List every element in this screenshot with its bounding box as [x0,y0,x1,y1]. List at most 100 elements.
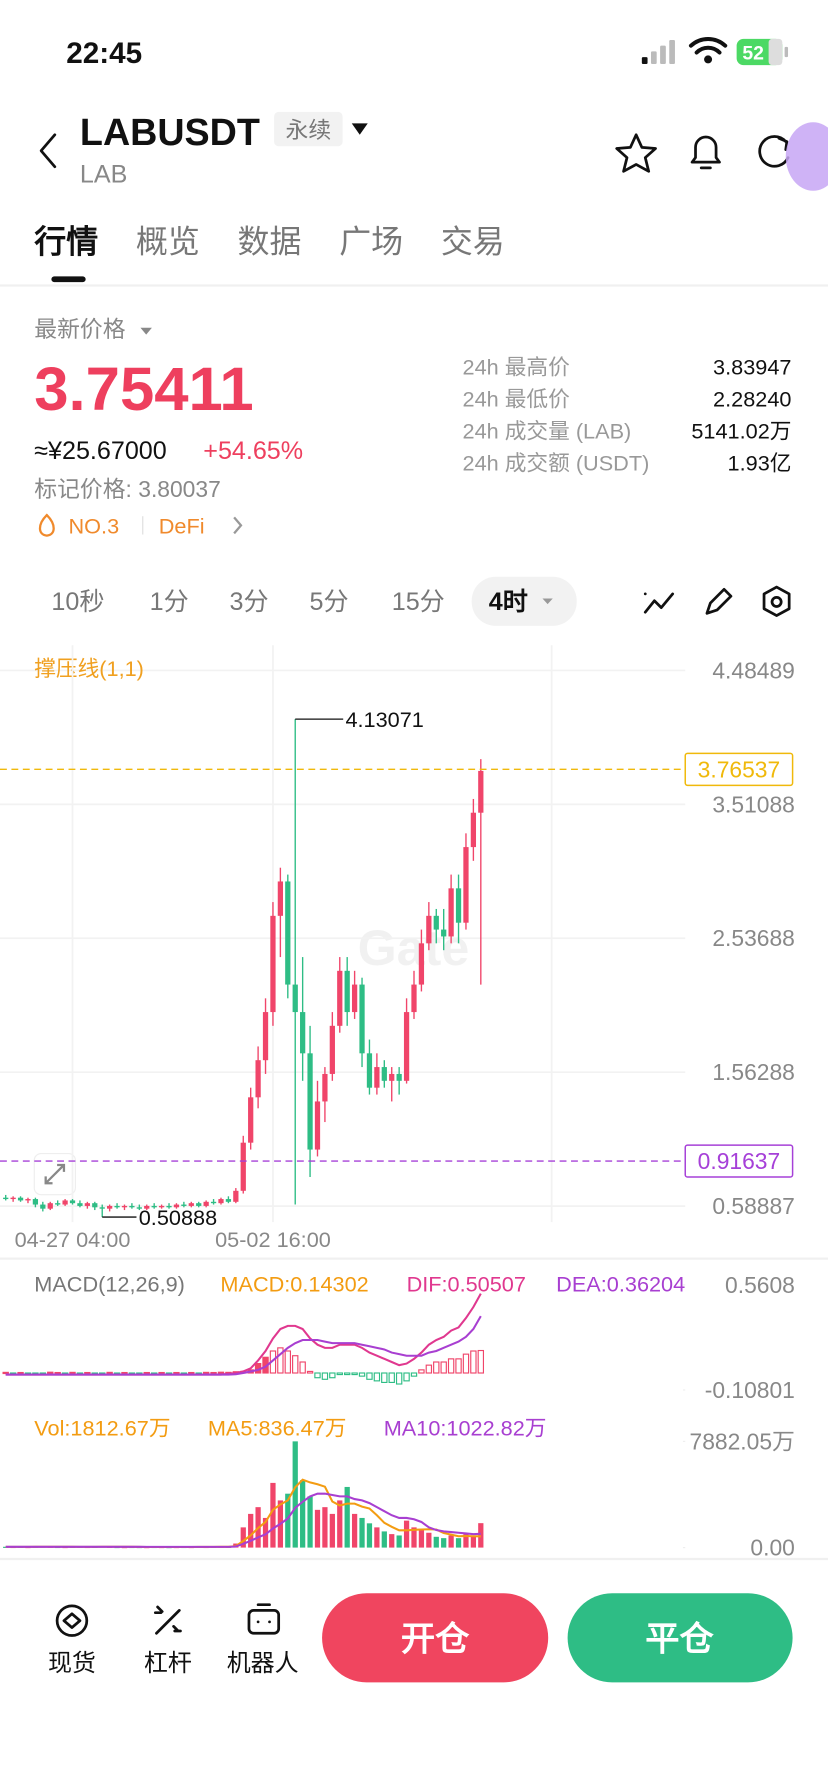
volume-bar [292,1441,298,1548]
interval[interactable]: 5分 [310,588,349,616]
candle-body [47,1203,53,1209]
macd-bar [410,1372,418,1377]
status-icons [641,36,789,66]
candle-body [218,1199,224,1204]
rank: NO.3 [69,513,120,538]
candle-body [121,1205,128,1208]
volume-bar [366,1523,373,1548]
stat-value: 2.28240 [713,387,791,412]
interval[interactable]: 3分 [230,588,269,616]
volume-bar [337,1500,343,1548]
candle-body [77,1203,83,1206]
open-label[interactable]: 开仓 [401,1620,470,1658]
volume-bar [374,1527,380,1548]
stat-label: 24h 成交额 (USDT) [463,451,650,476]
volume-bar [322,1507,328,1548]
tab[interactable]: 交易 [441,223,505,259]
close-button[interactable] [567,1593,793,1683]
candle-body [10,1197,16,1200]
y-tick-label: 1.56288 [712,1059,795,1085]
macd-bar [158,1371,165,1375]
volume-bar [411,1527,417,1548]
macd-bar [54,1371,61,1375]
sector[interactable]: DeFi [159,513,205,538]
tab[interactable]: 行情 [34,223,98,259]
candle-body [344,970,350,1013]
stat-value: 3.83947 [713,355,791,380]
interval[interactable]: 1分 [150,588,189,616]
tab[interactable]: 广场 [339,223,403,259]
macd-bar [395,1372,403,1385]
nav-label[interactable]: 机器人 [227,1650,299,1677]
candle-body [418,943,425,985]
candle-body [188,1203,194,1206]
macd-bar [343,1372,351,1376]
floating-widget[interactable] [785,122,828,191]
legend-entry: MA10:1022.82万 [384,1416,547,1441]
macd-bar [388,1372,395,1383]
macd-bar [477,1349,485,1374]
candle-body [32,1199,39,1205]
macd-bar [106,1371,113,1375]
volume-bar [470,1535,477,1548]
chevron[interactable] [233,516,243,535]
change-pct: +54.65% [203,437,303,465]
alert[interactable] [690,135,721,170]
macd-bar [306,1370,314,1374]
indicator-button[interactable] [643,592,675,614]
y-tick-label: 7882.05万 [690,1428,795,1454]
dropdown[interactable] [351,123,368,135]
tab-indicator [51,276,86,283]
volume-bar [351,1513,358,1548]
macd-bar [210,1371,217,1375]
volume-bar [270,1482,276,1548]
dropdown [140,327,152,335]
interval-active-bg [471,576,577,626]
volume-bar [300,1480,306,1548]
volume-bar [329,1513,335,1548]
back-button[interactable] [39,133,57,169]
candle-body [285,881,291,985]
share[interactable] [758,135,790,168]
settings-button [770,595,783,608]
tab[interactable]: 概览 [136,223,200,259]
nav-label[interactable]: 现货 [48,1650,96,1677]
macd-bar [284,1350,291,1374]
macd-bar [381,1372,388,1383]
stat-label: 24h 最高价 [463,355,571,380]
volume-bar [441,1538,447,1548]
volume-bar [396,1535,402,1548]
candle-body [196,1203,202,1206]
favorite[interactable] [615,133,657,173]
candle-body [158,1205,165,1208]
tab[interactable]: 数据 [238,223,302,259]
settings-button[interactable] [762,585,791,617]
macd-bar [433,1361,440,1374]
candle-body [240,1142,246,1191]
draw-button[interactable] [705,587,733,615]
volume-bar [433,1536,439,1548]
open-button[interactable] [322,1593,549,1683]
macd-bar [366,1372,373,1380]
x-tick-label: 04-27 04:00 [15,1227,131,1252]
candle-body [322,1073,328,1102]
close-label[interactable]: 平仓 [645,1620,714,1658]
macd-bar [440,1361,447,1374]
candle-body [403,1012,410,1081]
volume-bar [262,1517,269,1548]
price-label: 最新价格 [34,316,125,342]
legend-entry: MACD:0.14302 [220,1272,368,1297]
candle-body [300,1012,306,1054]
interval[interactable]: 15分 [392,588,445,616]
macd-bar [447,1358,455,1374]
dropdown [542,598,553,605]
x-tick-label: 05-02 16:00 [215,1227,331,1252]
interval[interactable]: 10秒 [51,588,104,616]
candle-body [277,881,284,916]
nav-label[interactable]: 杠杆 [144,1650,192,1677]
candle-body [25,1199,31,1201]
candle-body [107,1205,113,1209]
y-tick-label: 0.5608 [725,1272,795,1298]
interval[interactable]: 4时 [489,588,528,616]
